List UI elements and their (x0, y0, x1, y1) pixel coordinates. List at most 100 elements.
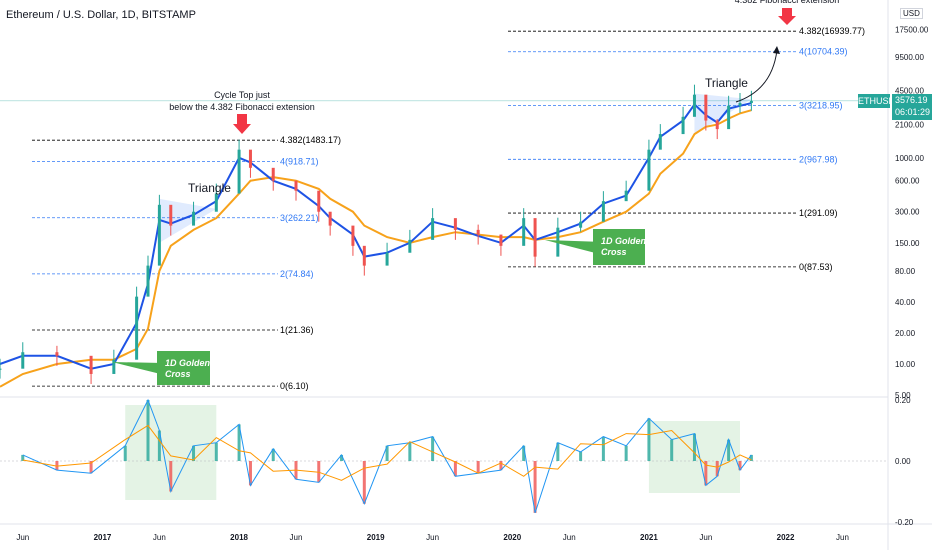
golden-cross-right-text2: Cross (601, 247, 627, 257)
price-candle (328, 211, 332, 226)
osc-histogram-bar (670, 439, 674, 461)
time-tick-label: Jun (836, 533, 849, 542)
osc-histogram-bar (647, 418, 651, 461)
time-tick-label: Jun (426, 533, 439, 542)
time-tick-label: 2022 (777, 533, 795, 542)
osc-tick-label: 0.00 (895, 457, 911, 466)
osc-tick-label: -0.20 (895, 518, 914, 527)
price-candle (169, 204, 173, 226)
price-candle (749, 100, 753, 104)
currency-label: USD (900, 8, 923, 19)
price-candle (408, 239, 412, 253)
price-candle (362, 245, 366, 266)
price-candle (135, 296, 139, 360)
ticker-badge: ETHUSD (858, 94, 896, 108)
extension-label: 4.382 Fibonacci extension (735, 0, 840, 5)
cycle-top-arrow (233, 114, 251, 134)
osc-histogram-bar (579, 451, 583, 461)
price-tick-label: 17500.00 (895, 26, 929, 35)
osc-histogram-bar (237, 424, 241, 461)
osc-histogram-bar (624, 445, 628, 461)
osc-histogram-bar (556, 442, 560, 461)
price-tick-label: 40.00 (895, 298, 916, 307)
chart-title: Ethereum / U.S. Dollar, 1D, BITSTAMP (6, 9, 196, 21)
price-tick-label: 2100.00 (895, 121, 924, 130)
price-candle (681, 116, 685, 135)
price-candle (192, 211, 196, 226)
time-tick-label: 2019 (367, 533, 385, 542)
price-candle (522, 218, 526, 246)
osc-histogram-bar (123, 445, 127, 461)
triangle-left-label: Triangle (188, 181, 231, 195)
price-candle (157, 204, 161, 266)
price-candle (385, 252, 389, 266)
time-tick-label: Jun (563, 533, 576, 542)
osc-histogram-bar (214, 442, 218, 461)
osc-histogram-bar (727, 439, 731, 461)
price-candle (601, 201, 605, 222)
price-candle (738, 103, 742, 106)
price-candle (21, 352, 25, 369)
price-candle (453, 218, 457, 230)
price-candle (692, 94, 696, 117)
time-tick-label: 2020 (503, 533, 521, 542)
osc-histogram-bar (749, 454, 753, 461)
price-candle (658, 134, 662, 150)
fib-level-label: 1(21.36) (280, 325, 314, 335)
price-tick-label: 10.00 (895, 360, 916, 369)
cycle-top-label-line1: Cycle Top just (214, 90, 270, 100)
price-candle (0, 368, 2, 370)
price-candle (499, 234, 503, 246)
golden-cross-left-box (112, 351, 210, 385)
osc-histogram-bar (738, 461, 742, 471)
price-tick-label: 80.00 (895, 267, 916, 276)
golden-cross-left-text2: Cross (165, 369, 191, 379)
fib-level-label: 4(918.71) (280, 157, 319, 167)
price-candle (214, 193, 218, 212)
price-candle (237, 149, 241, 194)
price-candle (533, 218, 537, 257)
osc-histogram-bar (704, 461, 708, 486)
price-candle (647, 149, 651, 191)
price-tick-label: 600.00 (895, 177, 920, 186)
osc-histogram-bar (55, 461, 59, 471)
osc-slow-line (22, 424, 752, 481)
osc-histogram-bar (715, 461, 719, 477)
fib-level-label: 4.382(1483.17) (280, 135, 341, 145)
osc-histogram-bar (476, 461, 480, 474)
price-candle (248, 149, 252, 168)
osc-histogram-bar (601, 436, 605, 461)
price-tick-label: 9500.00 (895, 53, 924, 62)
price-candle (351, 225, 355, 246)
osc-histogram-bar (317, 461, 321, 483)
fib-level-label: 4.382(16939.77) (799, 26, 865, 36)
price-candle (704, 94, 708, 121)
price-candle (624, 190, 628, 202)
osc-histogram-bar (522, 445, 526, 461)
price-tick-label: 20.00 (895, 329, 916, 338)
extension-arrow (778, 8, 796, 25)
price-candle (431, 218, 435, 240)
osc-histogram-bar (340, 454, 344, 461)
osc-tick-label: 0.20 (895, 396, 911, 405)
last-price-value: 3576.19 (895, 95, 928, 105)
osc-histogram-bar (408, 442, 412, 461)
price-tick-label: 150.00 (895, 239, 920, 248)
fib-level-label: 3(3218.95) (799, 101, 843, 111)
price-tick-label: 5.00 (895, 391, 911, 400)
price-tick-label: 1000.00 (895, 154, 924, 163)
time-tick-label: 2021 (640, 533, 658, 542)
time-tick-label: Jun (290, 533, 303, 542)
osc-histogram-bar (169, 461, 173, 492)
price-tick-label: 300.00 (895, 208, 920, 217)
price-candle (146, 265, 150, 297)
fib-level-label: 1(291.09) (799, 208, 838, 218)
price-candle (476, 229, 480, 235)
price-candle (317, 190, 321, 212)
bar-countdown: 06:01:29 (895, 107, 931, 117)
osc-histogram-bar (21, 454, 25, 461)
golden-cross-left-text1: 1D Golden (165, 358, 211, 368)
osc-histogram-bar (533, 461, 537, 513)
